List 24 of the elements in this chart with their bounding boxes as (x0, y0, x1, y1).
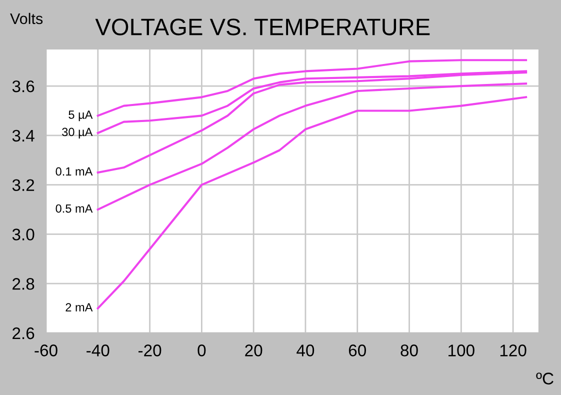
series-label: 0.5 mA (56, 204, 93, 213)
y-tick-label: 2.6 (12, 327, 34, 340)
x-tick-label: 0 (198, 344, 206, 356)
x-axis-title: ºC (536, 372, 554, 384)
y-tick-label: 3.2 (12, 179, 34, 192)
x-tick-label: -40 (86, 344, 110, 356)
series-label: 2 mA (66, 303, 93, 312)
x-tick-label: 20 (245, 344, 262, 356)
x-tick-label: 100 (448, 344, 474, 356)
x-tick-label: 120 (500, 344, 526, 356)
y-tick-label: 3.0 (12, 228, 34, 240)
x-tick-label: -20 (138, 344, 162, 356)
x-tick-label: 80 (400, 344, 418, 356)
chart-title: VOLTAGE VS. TEMPERATURE (95, 18, 430, 36)
series-label: 30 µA (62, 128, 93, 138)
series-label: 0.1 mA (56, 167, 93, 176)
x-tick-label: 40 (296, 344, 314, 356)
y-tick-label: 3.4 (12, 130, 34, 142)
y-tick-label: 3.6 (12, 80, 34, 92)
y-axis-title: Volts (10, 12, 43, 24)
x-tick-label: -60 (34, 344, 58, 356)
series-label: 5 µA (68, 110, 93, 122)
y-tick-label: 2.8 (12, 278, 34, 290)
x-tick-label: 60 (348, 344, 366, 356)
